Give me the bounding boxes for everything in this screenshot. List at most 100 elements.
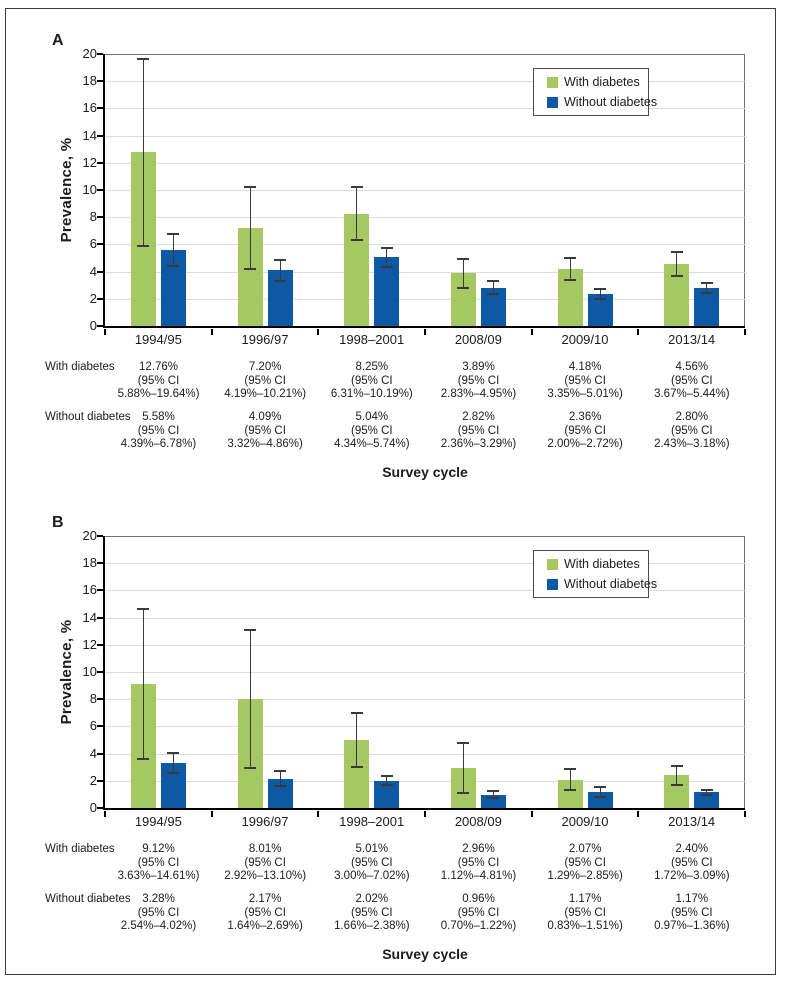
error-bar-cap-top (167, 232, 180, 235)
x-tick-mark (210, 811, 213, 817)
y-tick-label: 10 (82, 664, 97, 679)
table-ci-cell: 7.20% (95% CI 4.19%–10.21%) (212, 361, 319, 402)
ci-cell-line: 2.17% (248, 893, 282, 905)
ci-cell-line: 3.35%–5.01%) (547, 388, 623, 400)
error-bar-cap-top (670, 764, 683, 767)
y-tick-label: 4 (89, 745, 97, 761)
x-axis-line (103, 326, 745, 328)
error-bar-line (462, 258, 464, 288)
ci-cell-line: 9.12% (142, 843, 175, 855)
gridline (105, 162, 745, 164)
plot-frame-top (105, 54, 745, 55)
y-tick-label: 16 (82, 582, 97, 598)
error-bar-cap-top (244, 186, 256, 189)
error-bar-cap-top (457, 257, 470, 260)
error-bar-line (492, 791, 494, 799)
legend-swatch-without-diabetes-icon (547, 578, 558, 590)
y-tick-mark (97, 698, 103, 701)
table-ci-cell: 5.01% (95% CI 3.00%–7.02%) (318, 843, 425, 884)
ci-cell-line: (95% CI (671, 374, 713, 387)
error-bar-line (279, 259, 281, 281)
x-axis-line (103, 808, 745, 810)
error-bar-cap-top (457, 741, 470, 744)
ci-cell-line: 7.20% (248, 361, 282, 373)
ci-cell-line: 4.19%–10.21%) (224, 388, 307, 400)
y-tick-mark (97, 161, 103, 164)
error-bar-cap-bottom (244, 767, 256, 770)
ci-cell-line: (95% CI (137, 374, 180, 387)
ci-cell-line: (95% CI (671, 424, 713, 437)
ci-cell-line: 5.04% (355, 411, 389, 423)
ci-cell-line: 2.82% (462, 411, 495, 423)
gridline (105, 108, 745, 110)
ci-cell-line: 2.36% (568, 411, 602, 423)
legend-label: Without diabetes (564, 577, 658, 591)
legend: With diabetes Without diabetes (533, 550, 657, 598)
y-tick-mark (97, 270, 103, 273)
error-bar-line (249, 187, 251, 269)
x-category-label: 2009/10 (561, 332, 609, 347)
ci-cell-line: 6.31%–10.19%) (330, 388, 413, 400)
y-tick-label: 14 (82, 609, 97, 625)
y-tick-label: 20 (82, 528, 97, 543)
gridline (105, 672, 745, 673)
error-bar-cap-top (670, 251, 683, 254)
y-tick-mark (97, 589, 103, 592)
y-tick-mark (97, 107, 103, 110)
y-tick-mark (97, 671, 103, 673)
panel-label: A (52, 32, 64, 49)
gridline (105, 217, 745, 219)
y-tick-label: 18 (82, 555, 97, 571)
error-bar-line (172, 233, 174, 267)
x-category-label: 2009/10 (561, 814, 609, 829)
error-bar-cap-bottom (594, 795, 606, 798)
ci-cell-line: 12.76% (138, 361, 178, 373)
error-bar-cap-bottom (274, 784, 286, 787)
y-tick-label: 8 (89, 209, 97, 225)
error-bar-cap-top (274, 770, 286, 773)
ci-cell-line: 2.07% (568, 843, 602, 855)
x-category-label: 1996/97 (241, 814, 289, 829)
error-bar-line (356, 712, 358, 768)
error-bar-line (386, 247, 388, 267)
error-bar-cap-top (380, 774, 393, 777)
ci-cell-line: 0.83%–1.51%) (547, 920, 623, 932)
error-bar-cap-top (244, 628, 256, 631)
table-ci-cell: 2.82% (95% CI 2.36%–3.29%) (425, 411, 532, 452)
x-tick-mark (104, 811, 106, 817)
error-bar-line (569, 257, 571, 281)
table-ci-cell: 1.17% (95% CI 0.97%–1.36%) (638, 893, 745, 934)
ci-cell-line: 0.97%–1.36%) (654, 920, 730, 932)
x-category-label: 2013/14 (668, 814, 716, 829)
panel-label: B (52, 514, 64, 531)
ci-cell-line: 2.40% (675, 843, 709, 855)
error-bar-cap-bottom (564, 279, 576, 282)
gridline (105, 563, 745, 565)
error-bar-cap-top (487, 790, 500, 793)
y-tick-label: 8 (89, 691, 97, 707)
error-bar-cap-bottom (457, 791, 470, 794)
error-bar-cap-bottom (350, 239, 363, 242)
y-tick-mark (97, 807, 103, 809)
table-ci-cell: 2.17% (95% CI 1.64%–2.69%) (212, 893, 319, 934)
error-bar-cap-bottom (350, 766, 363, 769)
y-tick-mark (97, 779, 103, 782)
x-tick-mark (424, 329, 426, 335)
table-ci-cell: 4.56% (95% CI 3.67%–5.44%) (638, 361, 745, 402)
legend-label: With diabetes (564, 75, 640, 89)
y-tick-label: 0 (89, 800, 97, 815)
y-axis-line (103, 536, 105, 808)
ci-cell-line: 2.54%–4.02%) (120, 920, 197, 932)
table-row-label: Without diabetes (45, 411, 131, 423)
gridline (105, 190, 745, 191)
error-bar-cap-bottom (700, 793, 713, 796)
y-tick-label: 6 (89, 718, 97, 734)
x-tick-mark (637, 811, 640, 817)
gridline (105, 298, 745, 300)
x-tick-mark (744, 811, 746, 817)
y-tick-mark (97, 243, 103, 246)
ci-cell-line: 2.43%–3.18%) (654, 438, 730, 450)
error-bar-cap-bottom (700, 291, 713, 294)
x-category-label: 1998–2001 (339, 814, 405, 829)
gridline (105, 753, 745, 755)
